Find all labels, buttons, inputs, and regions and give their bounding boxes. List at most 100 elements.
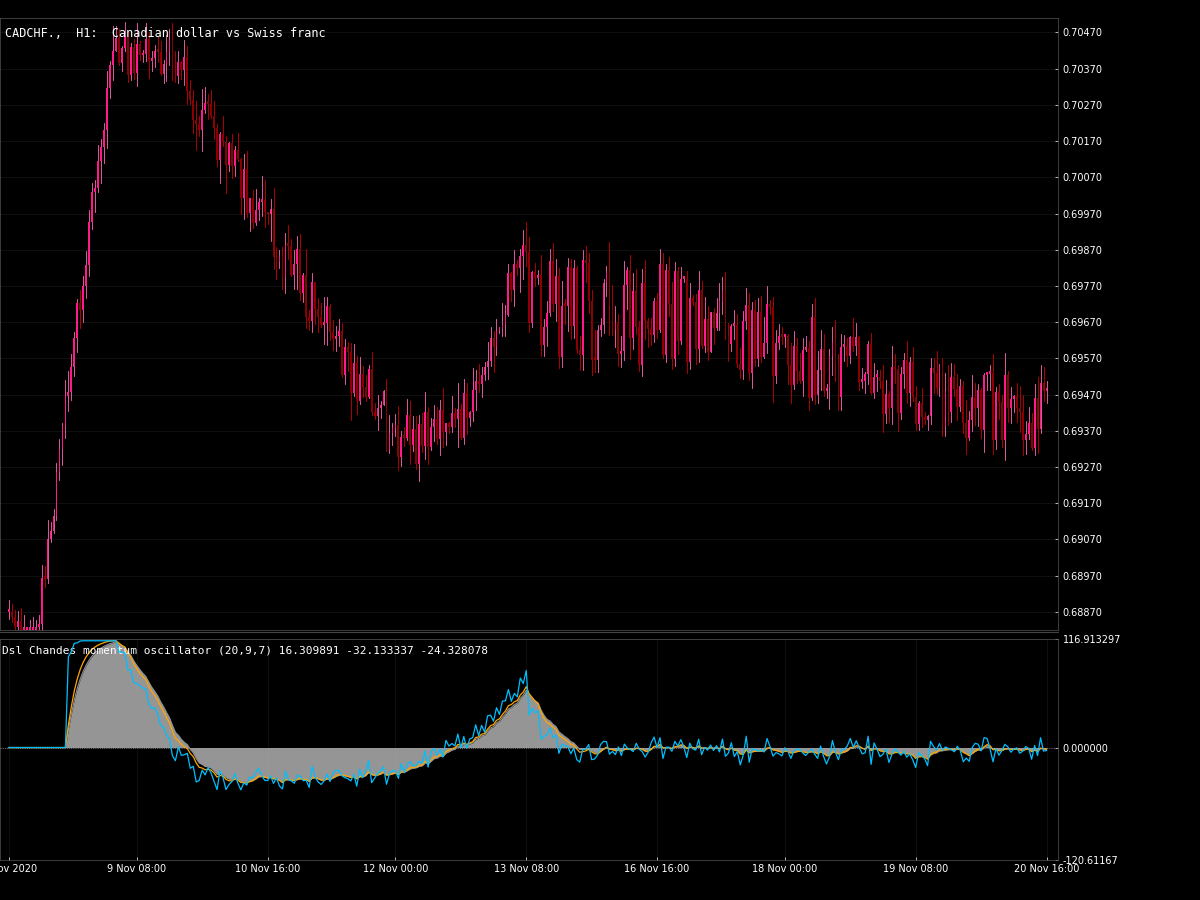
Bar [959,386,961,407]
Bar [674,271,676,359]
Bar [1004,375,1006,440]
Bar [421,424,424,446]
Bar [20,621,22,630]
Bar [254,210,257,222]
Bar [278,256,281,262]
Bar [558,275,560,357]
Bar [986,372,988,374]
Bar [942,364,943,426]
Bar [532,273,533,323]
Bar [130,47,132,75]
Bar [965,423,967,438]
Bar [900,374,901,413]
Bar [912,362,913,397]
Bar [11,612,13,617]
Bar [680,279,682,341]
Bar [886,394,887,414]
Bar [142,52,144,56]
Bar [977,391,979,408]
Bar [624,284,625,351]
Bar [1033,398,1036,447]
Bar [371,369,372,412]
Bar [743,321,744,370]
Bar [133,47,134,73]
Bar [641,283,643,365]
Bar [817,370,818,395]
Bar [413,428,414,445]
Bar [638,327,640,365]
Bar [725,290,726,335]
Bar [178,61,179,76]
Bar [61,427,64,448]
Bar [445,423,446,432]
Bar [419,424,420,464]
Bar [906,360,907,392]
Bar [23,627,25,630]
Bar [32,627,34,630]
Bar [846,346,848,356]
Bar [266,212,269,214]
Bar [787,336,788,364]
Bar [719,301,720,313]
Bar [850,337,851,356]
Bar [240,159,241,198]
Bar [790,364,792,384]
Bar [258,202,259,210]
Bar [311,283,313,321]
Bar [562,306,563,357]
Bar [37,624,40,627]
Bar [210,104,212,116]
Bar [100,147,102,161]
Bar [578,350,581,355]
Bar [1039,382,1042,429]
Bar [415,428,418,464]
Bar [97,161,100,188]
Bar [433,419,434,428]
Bar [868,344,869,374]
Bar [65,396,66,427]
Bar [926,416,929,420]
Bar [377,409,378,417]
Bar [14,617,16,627]
Bar [478,381,480,383]
Bar [314,283,316,309]
Bar [796,346,798,371]
Bar [689,298,691,363]
Bar [8,609,10,612]
Bar [715,313,718,328]
Bar [856,338,857,346]
Bar [236,150,239,159]
Bar [496,331,497,346]
Bar [1001,402,1003,440]
Bar [930,368,931,416]
Bar [202,110,203,130]
Bar [584,260,587,264]
Bar [606,273,607,283]
Bar [838,365,839,397]
Text: Dsl Chandes momentum oscillator (20,9,7) 16.309891 -32.133337 -24.328078: Dsl Chandes momentum oscillator (20,9,7)… [2,645,488,655]
Bar [932,368,935,373]
Bar [190,91,191,101]
Bar [749,305,750,373]
Bar [83,286,84,310]
Bar [359,374,361,400]
Bar [695,302,696,349]
Bar [538,274,539,277]
Bar [701,290,702,346]
Bar [612,306,613,330]
Bar [350,353,352,393]
Bar [834,342,836,365]
Bar [148,39,150,60]
Bar [713,312,714,328]
Bar [974,397,976,408]
Bar [1016,396,1018,409]
Bar [472,390,474,412]
Bar [938,364,941,388]
Bar [731,326,732,344]
Bar [799,371,800,382]
Bar [766,304,768,343]
Bar [59,448,60,472]
Bar [550,261,551,313]
Bar [335,336,337,339]
Bar [614,321,617,330]
